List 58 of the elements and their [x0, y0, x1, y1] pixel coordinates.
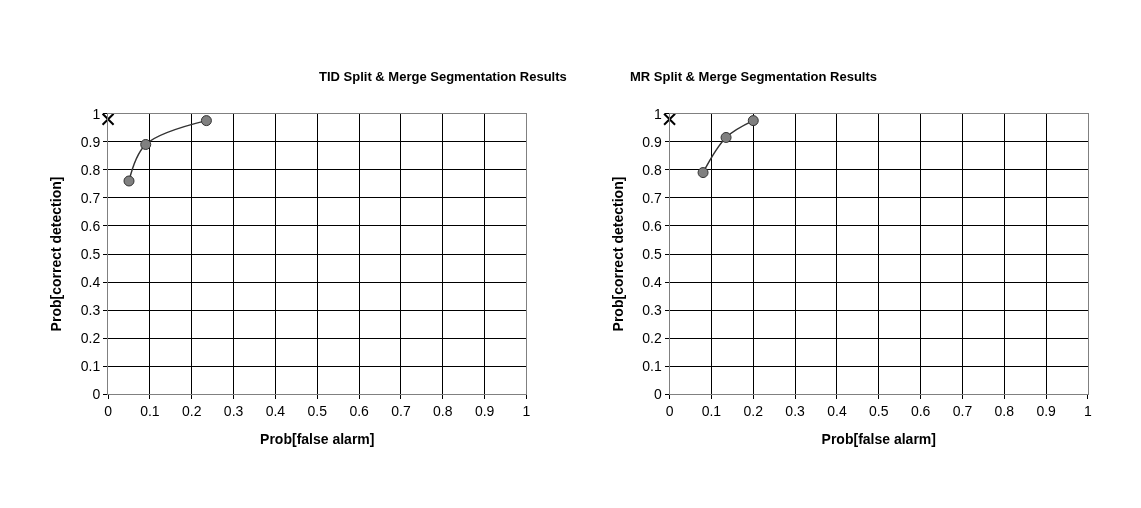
chart-title: TID Split & Merge Segmentation Results — [319, 69, 567, 84]
chart-title: MR Split & Merge Segmentation Results — [630, 69, 878, 84]
x-tick-label: 0.4 — [827, 403, 847, 420]
x-tick-label: 0.1 — [140, 403, 160, 420]
y-tick-label: 0.1 — [642, 358, 662, 375]
point — [123, 175, 135, 187]
y-tick-label: 0.2 — [642, 330, 662, 347]
y-tick-label: 0.5 — [80, 245, 101, 262]
y-tick-label: 0.7 — [642, 189, 662, 206]
point — [101, 112, 115, 126]
x-tick-label: 0.5 — [869, 403, 889, 420]
y-tick-label: 0.4 — [642, 273, 662, 290]
y-tick-label: 0.8 — [642, 161, 662, 178]
point — [747, 115, 759, 127]
point — [697, 167, 709, 179]
y-axis-title: Prob[correct detection] — [48, 176, 65, 332]
y-tick-label: 0.2 — [80, 330, 101, 347]
y-tick-label: 0.6 — [80, 217, 101, 234]
y-tick-label: 0.5 — [642, 245, 662, 262]
x-tick-label: 0.2 — [743, 403, 764, 420]
y-tick-label: 0.3 — [80, 302, 101, 319]
point — [140, 138, 152, 150]
y-tick-label: 0.9 — [642, 133, 662, 150]
x-axis-title: Prob[false alarm] — [260, 430, 375, 447]
y-tick-label: 0.7 — [80, 189, 101, 206]
x-tick-label: 0.7 — [391, 403, 411, 420]
x-tick-label: 0.6 — [910, 403, 931, 420]
x-axis-title: Prob[false alarm] — [821, 430, 936, 447]
y-tick-label: 0.3 — [642, 302, 662, 319]
x-tick-label: 0.1 — [701, 403, 722, 420]
y-tick-label: 0.6 — [642, 217, 662, 234]
x-tick-label: 0.3 — [785, 403, 806, 420]
x-tick-label: 0.9 — [1036, 403, 1057, 420]
y-tick-label: 0.8 — [80, 161, 101, 178]
x-tick-label: 0.8 — [994, 403, 1015, 420]
point — [663, 112, 677, 126]
x-tick-label: 0 — [104, 403, 113, 420]
y-tick-label: 1 — [92, 105, 101, 122]
y-tick-label: 0.9 — [80, 133, 101, 150]
y-tick-label: 0.4 — [80, 273, 101, 290]
x-tick-label: 0.9 — [474, 403, 495, 420]
x-tick-label: 0.7 — [952, 403, 973, 420]
x-tick-label: 0.6 — [349, 403, 370, 420]
x-tick-label: 1 — [1084, 403, 1093, 420]
x-tick-label: 0.2 — [182, 403, 202, 420]
y-tick-label: 0 — [653, 386, 662, 403]
x-tick-label: 0.3 — [223, 403, 244, 420]
y-axis-title: Prob[correct detection] — [609, 176, 626, 332]
y-tick-label: 0.1 — [80, 358, 101, 375]
x-tick-label: 1 — [522, 403, 531, 420]
point — [200, 115, 212, 127]
x-tick-label: 0 — [665, 403, 674, 420]
point — [720, 131, 732, 143]
x-tick-label: 0.5 — [307, 403, 328, 420]
x-tick-label: 0.8 — [433, 403, 453, 420]
y-tick-label: 0 — [92, 386, 101, 403]
x-tick-label: 0.4 — [265, 403, 286, 420]
y-tick-label: 1 — [653, 105, 662, 122]
